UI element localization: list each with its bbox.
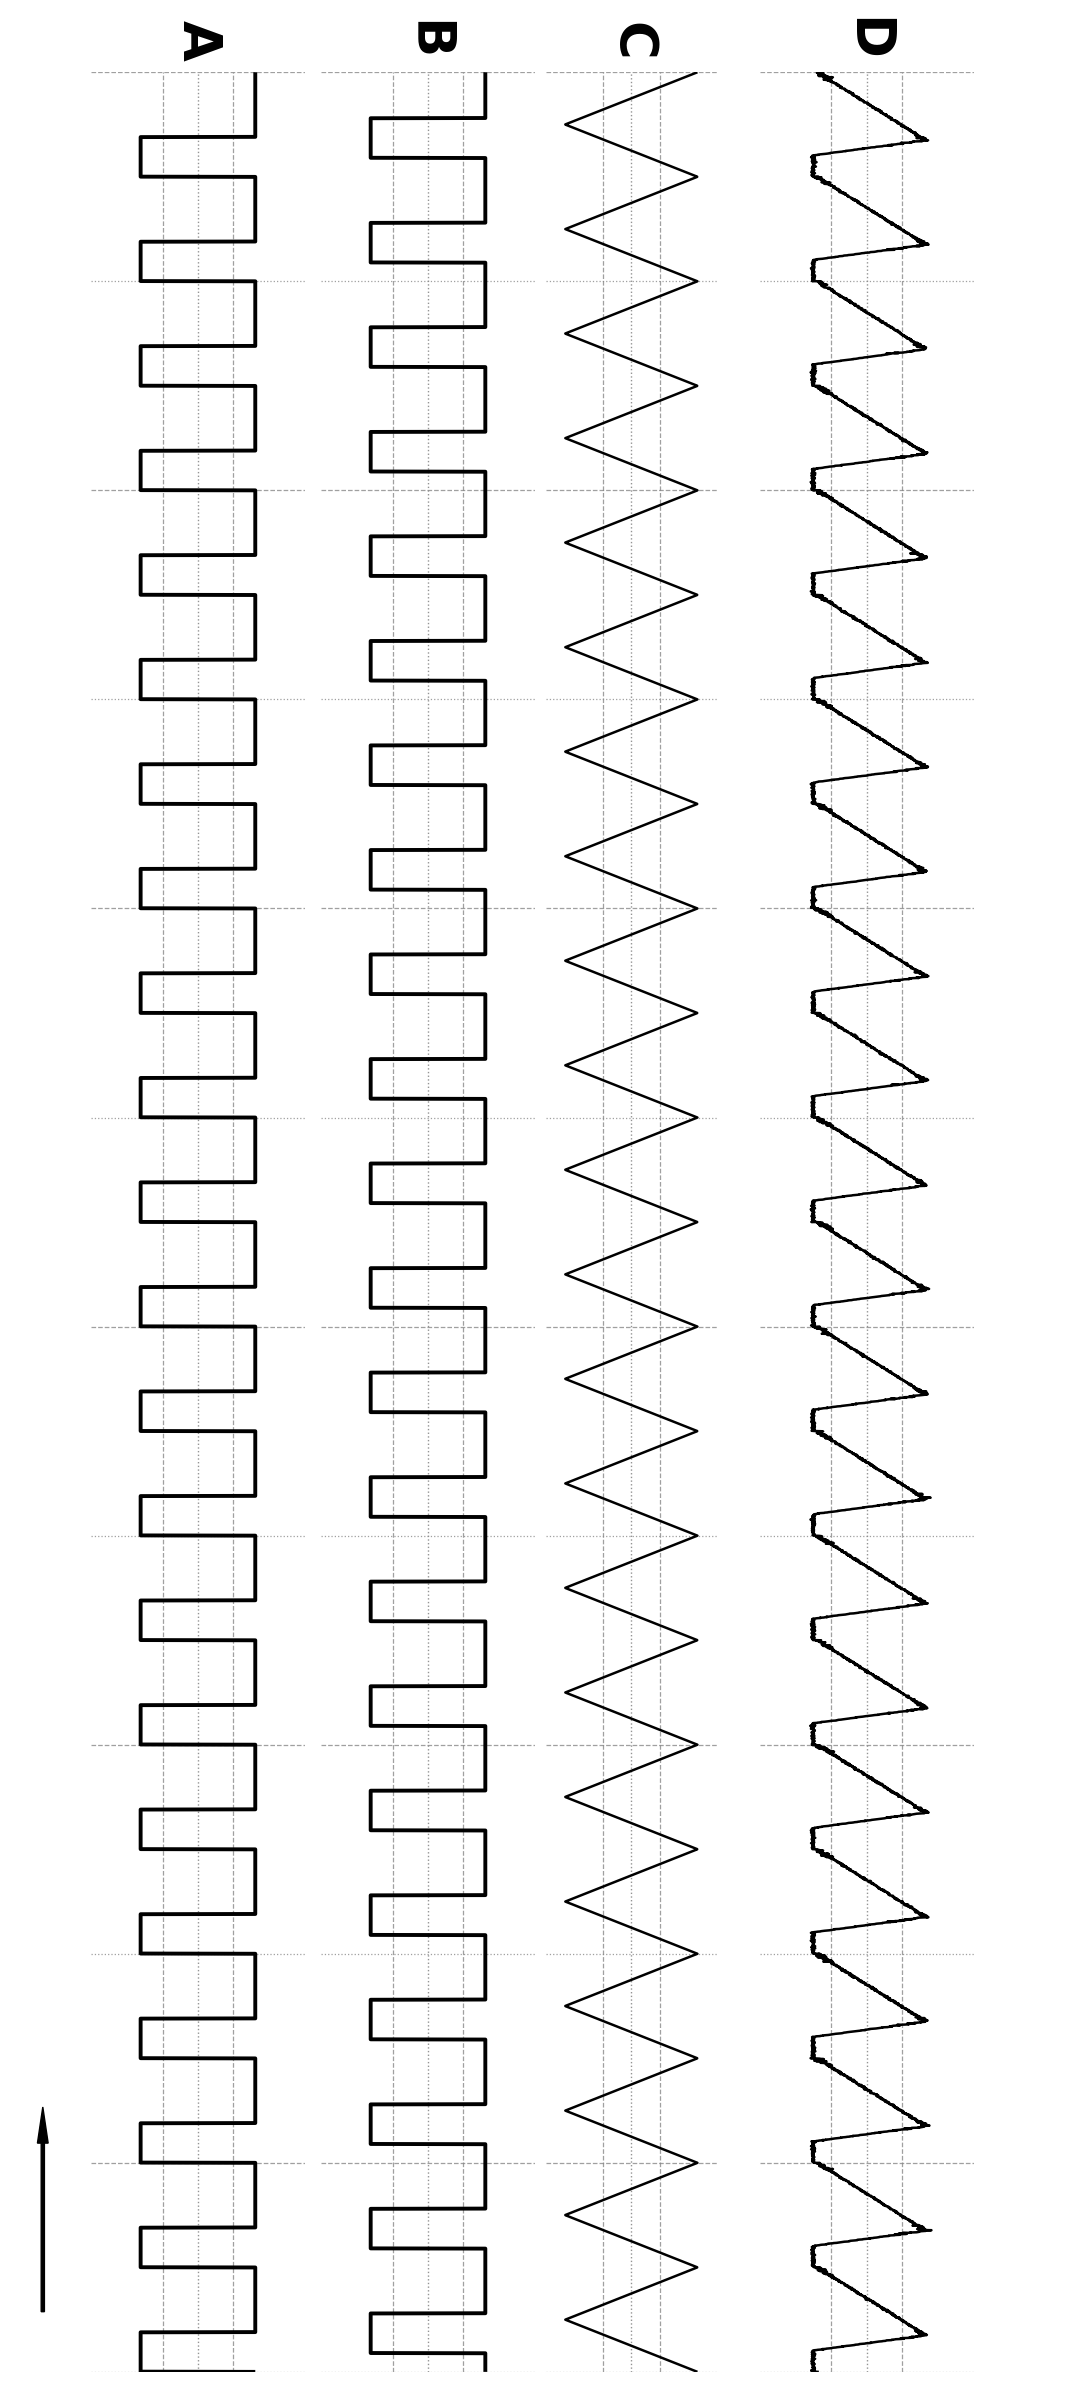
Text: A: A — [172, 19, 224, 60]
Text: B: B — [402, 22, 454, 60]
Text: D: D — [841, 17, 892, 60]
Text: C: C — [606, 22, 657, 60]
